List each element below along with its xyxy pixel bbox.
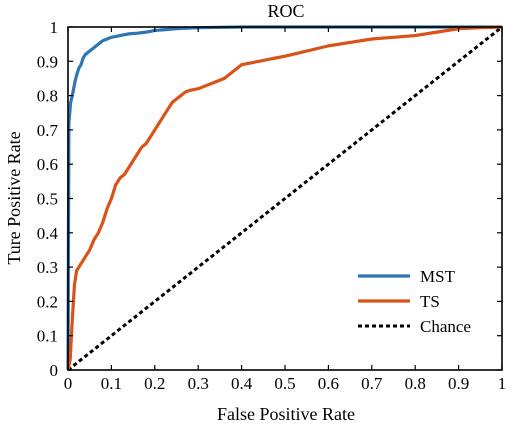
x-tick-label: 0.9 [448,374,469,393]
y-tick-label: 0.3 [37,258,58,277]
legend-label-ts: TS [420,292,440,311]
legend-label-chance: Chance [420,317,471,336]
x-axis-label: False Positive Rate [217,404,355,424]
y-tick-label: 1 [50,18,59,37]
x-tick-label: 0.7 [361,374,383,393]
y-tick-label: 0.9 [37,52,58,71]
y-axis-label: Ture Positive Rate [4,131,24,264]
x-tick-label: 0.8 [405,374,426,393]
y-tick-label: 0.5 [37,190,58,209]
x-tick-label: 0.6 [318,374,339,393]
series-layer [66,25,503,372]
chart-title: ROC [267,1,304,21]
y-tick-label: 0.2 [37,292,58,311]
y-tick-label: 0.4 [37,224,59,243]
y-tick-label: 0.1 [37,327,58,346]
x-tick-label: 0.4 [231,374,253,393]
legend-label-mst: MST [420,267,456,286]
x-tick-label: 0.2 [144,374,165,393]
x-tick-label: 0.3 [188,374,209,393]
y-tick-label: 0 [50,361,59,380]
x-tick-label: 0.5 [274,374,295,393]
x-tick-label: 1 [498,374,507,393]
legend: MST TS Chance [358,267,471,336]
y-tick-label: 0.7 [37,121,59,140]
y-tick-label: 0.8 [37,87,58,106]
series-line-ts [66,25,503,371]
x-tick-label: 0 [64,374,73,393]
y-tick-label: 0.6 [37,155,58,174]
series-line-chance [67,25,503,372]
series-line-mst [66,25,502,371]
x-tick-label: 0.1 [101,374,122,393]
tick-layer: 0 0.1 0.2 0.3 0.4 0.5 0.6 0.7 0.8 0.9 1 0 0.1 0.2 0.3 0… [37,18,507,393]
